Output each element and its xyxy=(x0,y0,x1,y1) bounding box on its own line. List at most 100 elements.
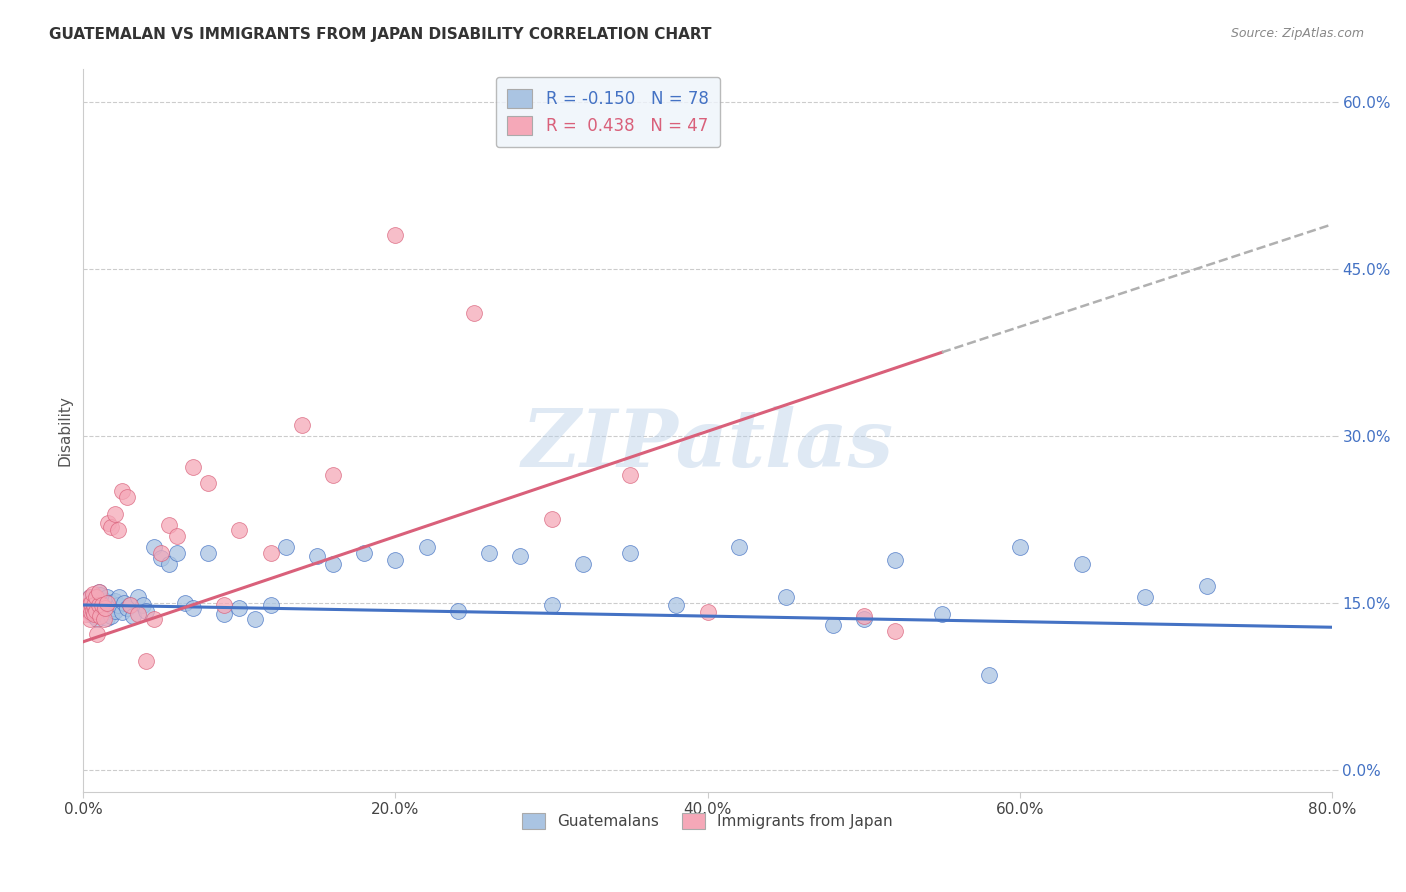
Point xyxy=(509,549,531,563)
Text: ZIPatlas: ZIPatlas xyxy=(522,406,894,483)
Point xyxy=(100,520,122,534)
Point xyxy=(619,546,641,560)
Point xyxy=(80,607,103,621)
Point xyxy=(572,557,595,571)
Point xyxy=(83,607,105,621)
Point xyxy=(150,546,173,560)
Point xyxy=(87,584,110,599)
Point xyxy=(86,596,108,610)
Point xyxy=(82,587,104,601)
Point xyxy=(173,596,195,610)
Point xyxy=(107,598,129,612)
Point xyxy=(96,611,118,625)
Point xyxy=(84,590,107,604)
Point xyxy=(259,546,281,560)
Point xyxy=(82,603,104,617)
Point xyxy=(115,490,138,504)
Point xyxy=(384,553,406,567)
Point xyxy=(112,596,135,610)
Point xyxy=(212,607,235,621)
Point xyxy=(150,551,173,566)
Point xyxy=(1197,579,1219,593)
Point xyxy=(166,546,188,560)
Point xyxy=(728,540,751,554)
Point xyxy=(228,524,250,538)
Point xyxy=(87,598,110,612)
Point xyxy=(103,507,125,521)
Point xyxy=(821,618,844,632)
Point xyxy=(96,596,118,610)
Point xyxy=(94,593,117,607)
Point xyxy=(111,484,134,499)
Point xyxy=(127,590,149,604)
Point xyxy=(103,603,125,617)
Point xyxy=(463,306,485,320)
Point xyxy=(120,598,142,612)
Point xyxy=(142,612,165,626)
Point xyxy=(852,612,875,626)
Point xyxy=(82,593,104,607)
Point xyxy=(84,590,107,604)
Point xyxy=(83,598,105,612)
Point xyxy=(884,553,907,567)
Point xyxy=(276,540,298,554)
Point xyxy=(135,654,157,668)
Point xyxy=(852,609,875,624)
Point xyxy=(79,596,101,610)
Point xyxy=(89,603,111,617)
Point xyxy=(86,627,108,641)
Point xyxy=(83,609,105,624)
Point xyxy=(77,598,100,612)
Point xyxy=(94,598,117,612)
Point xyxy=(212,598,235,612)
Point xyxy=(353,546,375,560)
Point xyxy=(77,601,100,615)
Point xyxy=(86,612,108,626)
Point xyxy=(107,524,129,538)
Text: Source: ZipAtlas.com: Source: ZipAtlas.com xyxy=(1230,27,1364,40)
Point xyxy=(97,516,120,530)
Point xyxy=(101,601,124,615)
Point xyxy=(111,605,134,619)
Point xyxy=(259,598,281,612)
Point xyxy=(97,603,120,617)
Point xyxy=(127,607,149,621)
Point xyxy=(197,546,219,560)
Point xyxy=(478,546,501,560)
Point xyxy=(84,603,107,617)
Legend: Guatemalans, Immigrants from Japan: Guatemalans, Immigrants from Japan xyxy=(516,806,900,835)
Point xyxy=(181,601,204,615)
Point xyxy=(665,598,688,612)
Point xyxy=(80,605,103,619)
Point xyxy=(447,603,470,617)
Point xyxy=(87,584,110,599)
Point xyxy=(89,588,111,602)
Point xyxy=(322,467,344,482)
Point xyxy=(931,607,953,621)
Point xyxy=(322,557,344,571)
Point xyxy=(91,598,114,612)
Point xyxy=(142,540,165,554)
Point xyxy=(83,599,105,613)
Point xyxy=(94,601,117,615)
Point xyxy=(977,668,1000,682)
Point xyxy=(98,598,121,612)
Point xyxy=(307,549,329,563)
Point xyxy=(80,596,103,610)
Y-axis label: Disability: Disability xyxy=(58,395,72,466)
Point xyxy=(228,601,250,615)
Point xyxy=(91,592,114,607)
Point xyxy=(91,598,114,612)
Point xyxy=(157,517,180,532)
Point xyxy=(775,590,797,604)
Point xyxy=(291,417,314,432)
Point xyxy=(75,607,97,621)
Point xyxy=(80,598,103,612)
Point xyxy=(93,612,115,626)
Point xyxy=(1133,590,1156,604)
Point xyxy=(79,590,101,604)
Point xyxy=(97,596,120,610)
Point xyxy=(100,596,122,610)
Point xyxy=(1008,540,1031,554)
Point xyxy=(243,612,266,626)
